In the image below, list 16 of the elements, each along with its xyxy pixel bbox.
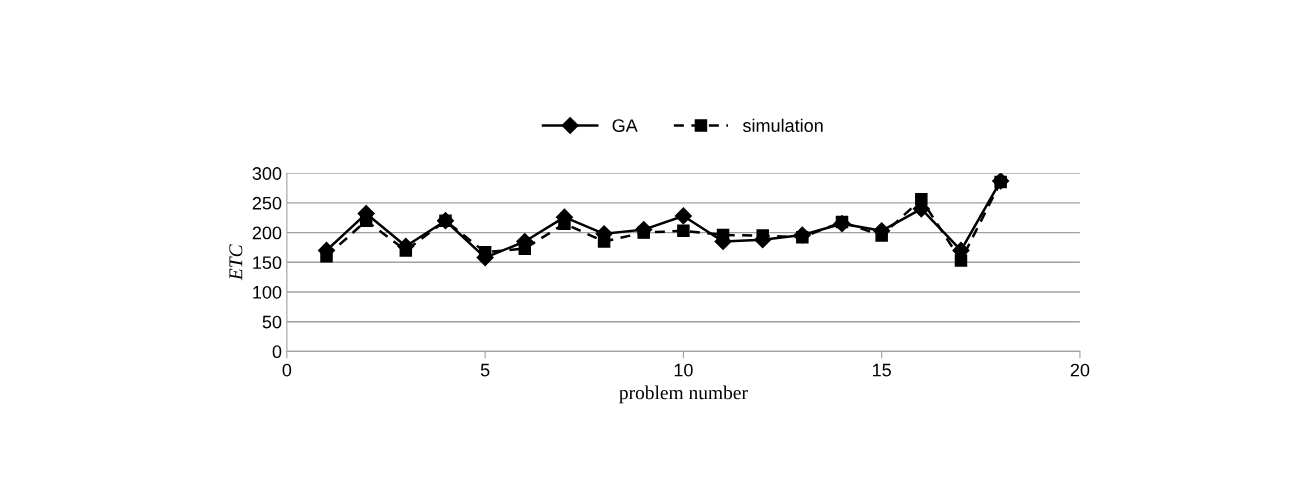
x-tick-label: 10 (674, 363, 693, 377)
y-tick-label: 50 (262, 315, 282, 329)
x-tick-label: 5 (480, 363, 490, 377)
x-tick-label: 20 (1070, 363, 1090, 377)
y-tick-label: 300 (252, 167, 282, 180)
legend-label: simulation (742, 118, 823, 132)
x-axis-title: problem number (619, 385, 748, 404)
y-tick-label: 0 (272, 345, 282, 359)
y-tick-label: 250 (252, 196, 282, 210)
legend-label: GA (612, 119, 638, 132)
x-tick-label: 15 (873, 363, 891, 377)
y-tick-label: 150 (253, 256, 282, 270)
y-tick-label: 100 (253, 285, 282, 299)
y-axis-title: ETC (229, 244, 243, 281)
y-tick-label: 200 (252, 226, 282, 240)
x-tick-label: 0 (282, 363, 292, 377)
